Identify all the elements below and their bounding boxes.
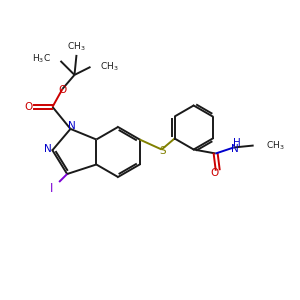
Text: O: O <box>58 85 67 95</box>
Text: N: N <box>44 144 51 154</box>
Text: O: O <box>24 102 33 112</box>
Text: O: O <box>211 169 219 178</box>
Text: N: N <box>68 121 75 131</box>
Text: CH$_3$: CH$_3$ <box>100 61 119 73</box>
Text: H: H <box>233 137 241 148</box>
Text: H$_3$C: H$_3$C <box>32 53 50 65</box>
Text: N: N <box>231 143 239 154</box>
Text: CH$_3$: CH$_3$ <box>266 139 284 152</box>
Text: CH$_3$: CH$_3$ <box>67 41 86 53</box>
Text: S: S <box>159 146 166 155</box>
Text: I: I <box>50 182 53 194</box>
